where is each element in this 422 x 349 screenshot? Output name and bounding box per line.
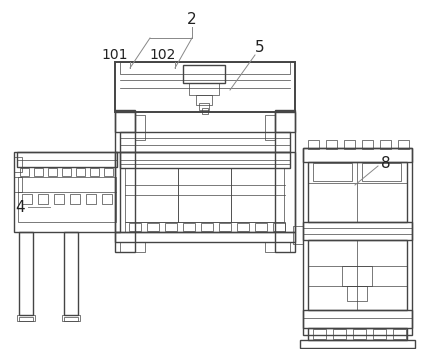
Text: 8: 8 bbox=[381, 156, 391, 171]
Bar bbox=[199, 103, 209, 110]
Bar bbox=[115, 62, 295, 112]
Bar bbox=[303, 310, 412, 328]
Text: 4: 4 bbox=[15, 200, 25, 215]
Bar bbox=[120, 242, 145, 252]
Bar bbox=[120, 152, 290, 168]
Bar bbox=[362, 140, 373, 149]
Bar bbox=[125, 222, 285, 232]
Bar bbox=[183, 65, 225, 83]
Bar bbox=[380, 140, 391, 149]
Bar bbox=[275, 110, 295, 132]
Bar bbox=[115, 112, 135, 252]
Bar bbox=[34, 168, 43, 176]
Bar bbox=[178, 168, 231, 222]
Bar bbox=[344, 140, 355, 149]
Bar bbox=[62, 315, 80, 321]
Bar bbox=[64, 317, 78, 321]
Bar bbox=[362, 163, 401, 181]
Bar bbox=[313, 163, 352, 181]
Bar bbox=[231, 168, 284, 222]
Bar bbox=[90, 168, 99, 176]
Bar bbox=[20, 168, 29, 176]
Bar bbox=[342, 266, 372, 286]
Bar bbox=[293, 226, 303, 244]
Bar bbox=[18, 177, 116, 222]
Bar bbox=[265, 242, 290, 252]
Bar bbox=[62, 168, 71, 176]
Bar bbox=[120, 62, 290, 74]
Bar bbox=[129, 223, 141, 231]
Bar bbox=[273, 223, 285, 231]
Bar bbox=[115, 152, 295, 232]
Bar bbox=[308, 162, 407, 222]
Bar bbox=[102, 194, 112, 204]
Bar bbox=[393, 329, 406, 339]
Bar bbox=[54, 194, 64, 204]
Bar bbox=[189, 83, 219, 95]
Bar bbox=[70, 194, 80, 204]
Bar bbox=[135, 115, 145, 140]
Bar bbox=[165, 223, 177, 231]
Text: 102: 102 bbox=[150, 48, 176, 62]
Bar bbox=[300, 340, 415, 348]
Bar bbox=[19, 232, 33, 315]
Bar bbox=[17, 152, 117, 167]
Bar bbox=[373, 329, 386, 339]
Bar bbox=[19, 317, 33, 321]
Text: 2: 2 bbox=[187, 13, 197, 28]
Bar bbox=[255, 223, 267, 231]
Bar bbox=[125, 168, 178, 222]
Bar bbox=[219, 223, 231, 231]
Bar bbox=[353, 329, 366, 339]
Bar bbox=[14, 157, 22, 172]
Bar bbox=[398, 140, 409, 149]
Bar bbox=[120, 132, 290, 152]
Text: 5: 5 bbox=[255, 40, 265, 55]
Bar bbox=[347, 286, 367, 301]
Bar bbox=[237, 223, 249, 231]
Bar bbox=[64, 232, 78, 315]
Bar bbox=[313, 329, 326, 339]
Bar bbox=[333, 329, 346, 339]
Bar bbox=[22, 194, 32, 204]
Bar bbox=[14, 177, 22, 192]
Bar bbox=[326, 140, 337, 149]
Bar bbox=[147, 223, 159, 231]
Bar bbox=[275, 112, 295, 252]
Bar bbox=[76, 168, 85, 176]
Bar bbox=[17, 315, 35, 321]
Bar bbox=[104, 168, 113, 176]
Bar bbox=[308, 328, 407, 340]
Text: 101: 101 bbox=[102, 48, 128, 62]
Bar bbox=[308, 240, 407, 310]
Bar bbox=[115, 110, 135, 132]
Bar bbox=[202, 108, 208, 114]
Bar bbox=[201, 223, 213, 231]
Bar bbox=[48, 168, 57, 176]
Bar bbox=[308, 140, 319, 149]
Bar bbox=[303, 148, 412, 162]
Bar bbox=[303, 148, 412, 335]
Bar bbox=[86, 194, 96, 204]
Bar bbox=[38, 194, 48, 204]
Bar bbox=[303, 222, 412, 240]
Bar bbox=[196, 95, 212, 105]
Bar bbox=[265, 115, 275, 140]
Bar bbox=[115, 232, 295, 242]
Bar bbox=[183, 223, 195, 231]
Bar bbox=[14, 152, 120, 232]
